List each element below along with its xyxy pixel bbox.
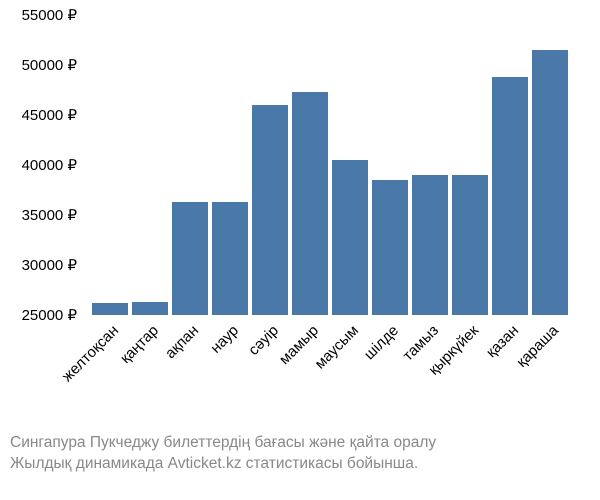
x-tick-label: желтоқсан [92,318,128,438]
y-tick-label: 40000 ₽ [22,156,77,174]
caption: Сингапура Пукчеджу билеттердің бағасы жә… [10,433,590,475]
bar [172,202,208,315]
bar [452,175,488,315]
x-tick-label: қараша [532,318,568,438]
x-tick-label: шілде [372,318,408,438]
y-tick-label: 25000 ₽ [22,306,77,324]
x-axis: желтоқсанқаңтарақпаннаурсәуірмамырмаусым… [90,318,570,438]
bar [252,105,288,315]
bar [212,202,248,315]
x-tick-label: маусым [332,318,368,438]
bar [492,77,528,315]
y-tick-label: 30000 ₽ [22,256,77,274]
x-tick-label: сәуір [252,318,288,438]
bar [412,175,448,315]
x-tick-label: наур [212,318,248,438]
x-tick-label: қазан [492,318,528,438]
bar [532,50,568,315]
bar [292,92,328,315]
x-tick-label: ақпан [172,318,208,438]
bars-group [90,15,570,315]
chart-container: 25000 ₽ 30000 ₽ 35000 ₽ 40000 ₽ 45000 ₽ 50000… [0,0,600,500]
bar [372,180,408,315]
bar [92,303,128,315]
caption-line-1: Сингапура Пукчеджу билеттердің бағасы жә… [10,433,590,454]
x-tick-label: тамыз [412,318,448,438]
x-tick-label: мамыр [292,318,328,438]
caption-line-2: Жылдық динамикада Avticket.kz статистика… [10,454,590,475]
x-tick-label: қаңтар [132,318,168,438]
y-tick-label: 55000 ₽ [22,6,77,24]
plot-area [90,15,570,315]
bar [332,160,368,315]
x-tick-label: қыркүйек [452,318,488,438]
y-tick-label: 35000 ₽ [22,206,77,224]
y-axis: 25000 ₽30000 ₽35000 ₽40000 ₽45000 ₽50000… [0,15,85,315]
y-tick-label: 45000 ₽ [22,106,77,124]
bar [132,302,168,315]
y-tick-label: 50000 ₽ [22,56,77,74]
